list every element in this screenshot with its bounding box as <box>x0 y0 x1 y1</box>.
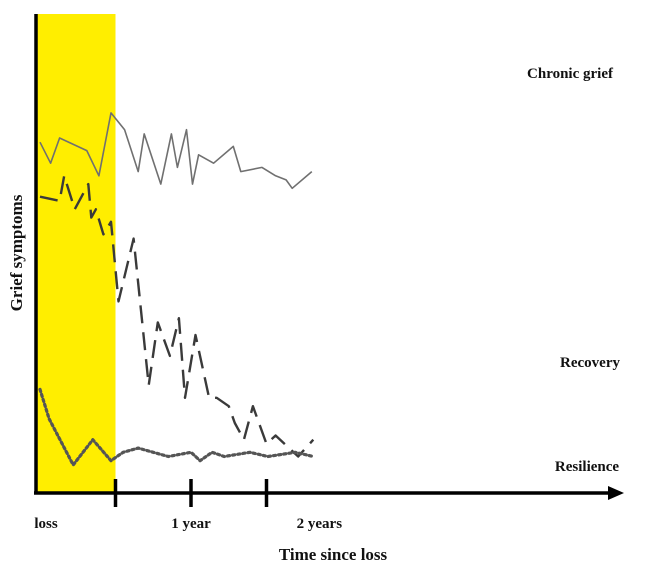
series-line-chronic-grief <box>39 112 313 190</box>
series-line-resilience <box>38 387 315 467</box>
series-layer <box>38 112 315 467</box>
y-axis-label: Grief symptoms <box>7 194 26 311</box>
x-tick-label: loss <box>34 516 58 532</box>
shaded-region <box>36 14 116 493</box>
x-axis-arrowhead <box>608 486 624 500</box>
x-tick-label: 2 years <box>297 516 343 532</box>
series-line-recovery <box>39 174 315 458</box>
series-label-chronic-grief: Chronic grief <box>527 66 614 82</box>
x-tick-label: 1 year <box>171 516 211 532</box>
x-axis-label: Time since loss <box>279 545 388 564</box>
x-ticks: loss 1 year 2 years <box>34 479 342 532</box>
series-label-resilience: Resilience <box>555 459 619 475</box>
series-label-recovery: Recovery <box>560 355 620 371</box>
